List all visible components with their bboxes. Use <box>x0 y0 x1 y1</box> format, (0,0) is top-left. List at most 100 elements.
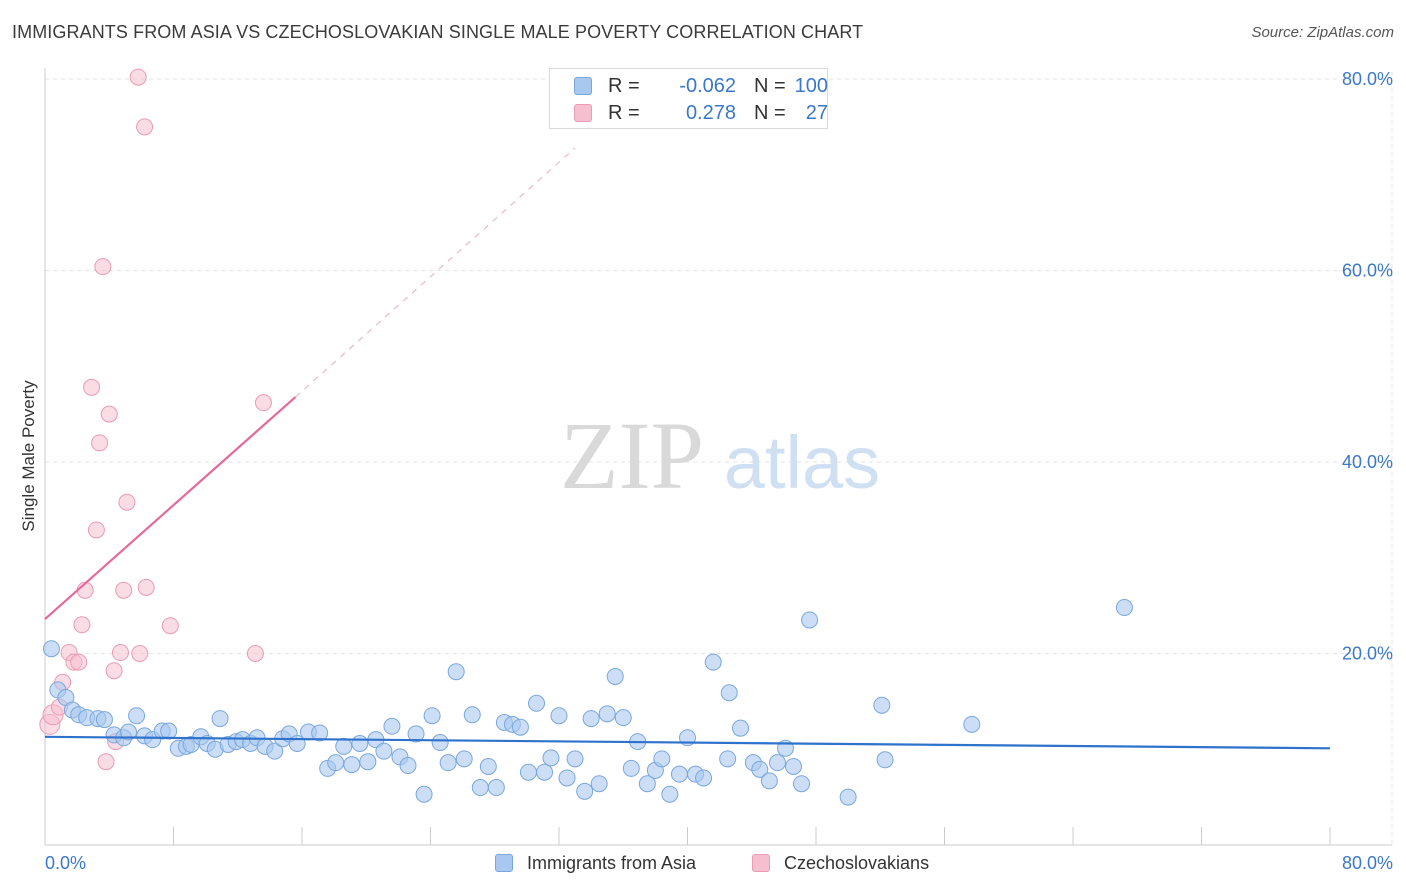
legend-n-label: N = <box>754 102 786 124</box>
immigrants-from-asia-point <box>670 765 688 783</box>
czechoslovakians-point <box>137 578 155 596</box>
immigrants-from-asia-point <box>760 772 778 790</box>
legend-r-label: R = <box>608 75 640 97</box>
immigrants-from-asia-point <box>479 757 497 775</box>
immigrants-from-asia-point <box>801 611 819 629</box>
y-tick-label: 80.0% <box>1342 69 1393 89</box>
immigrants-from-asia-point <box>415 785 433 803</box>
x-tick-label: 80.0% <box>1342 853 1393 873</box>
legend-r-label: R = <box>608 102 640 124</box>
immigrants-from-asia-point <box>638 775 656 793</box>
grid-layer <box>45 72 1393 845</box>
immigrants-from-asia-point <box>359 753 377 771</box>
correlation-legend: R = -0.062 N = 100 R = 0.278 N = 27 <box>549 68 828 129</box>
legend-n-value: 100 <box>794 75 828 97</box>
immigrants-from-asia-point <box>661 785 679 803</box>
czechoslovakians-trend-extension <box>295 147 576 398</box>
czechoslovakians-point <box>94 258 112 276</box>
immigrants-from-asia-point <box>423 707 441 725</box>
immigrants-from-asia-point <box>598 705 616 723</box>
immigrants-from-asia-point <box>695 769 713 787</box>
immigrants-from-asia-trend-line <box>44 735 1331 750</box>
czechoslovakians-point <box>115 581 133 599</box>
immigrants-from-asia-point <box>550 707 568 725</box>
immigrants-from-asia-point <box>383 717 401 735</box>
immigrants-from-asia-point <box>120 723 138 741</box>
immigrants-from-asia-point <box>614 709 632 727</box>
immigrants-from-asia-point <box>463 706 481 724</box>
immigrants-from-asia-point <box>536 763 554 781</box>
immigrants-from-asia-point <box>471 779 489 797</box>
immigrants-from-asia-point <box>785 757 803 775</box>
legend-n-label: N = <box>754 75 786 97</box>
czechoslovakians-point <box>254 394 272 412</box>
bottom-legend-label-czechoslovakians: Czechoslovakians <box>784 853 930 873</box>
immigrants-from-asia-point <box>343 756 361 774</box>
immigrants-from-asia-point <box>876 751 894 769</box>
czechoslovakians-point <box>118 493 136 511</box>
legend-swatch-czechoslovakians <box>574 104 592 122</box>
x-tick-label: 0.0% <box>45 853 86 873</box>
immigrants-from-asia-point <box>511 718 529 736</box>
watermark: ZIP atlas <box>560 402 880 509</box>
czechoslovakians-trend-line <box>44 396 297 620</box>
immigrants-from-asia-point <box>211 710 229 728</box>
immigrants-from-asia-point <box>407 725 425 743</box>
watermark-atlas: atlas <box>724 421 880 504</box>
immigrants-from-asia-point <box>704 653 722 671</box>
czechoslovakians-point <box>246 645 264 662</box>
immigrants-from-asia-points <box>42 599 1133 806</box>
immigrants-from-asia-point <box>455 750 473 768</box>
immigrants-from-asia-point <box>873 696 891 714</box>
axes-layer <box>44 68 1392 846</box>
immigrants-from-asia-point <box>582 710 600 728</box>
immigrants-from-asia-point <box>128 707 146 725</box>
czechoslovakians-point <box>161 617 179 635</box>
czechoslovakians-point <box>131 645 149 662</box>
immigrants-from-asia-point <box>566 750 584 768</box>
immigrants-from-asia-point <box>335 737 353 755</box>
y-tick-label: 20.0% <box>1342 644 1393 664</box>
immigrants-from-asia-point <box>768 754 786 772</box>
czechoslovakians-point <box>87 521 105 539</box>
bottom-legend-swatch-czechoslovakians <box>752 854 770 872</box>
watermark-zip: ZIP <box>560 402 704 509</box>
immigrants-from-asia-point <box>606 667 624 685</box>
source-credit: Source: ZipAtlas.com <box>1251 24 1394 41</box>
czechoslovakians-point <box>129 68 147 86</box>
immigrants-from-asia-point <box>487 779 505 797</box>
immigrants-from-asia-point <box>160 722 178 740</box>
czechoslovakians-point <box>70 653 88 671</box>
czechoslovakians-point <box>73 616 91 634</box>
bottom-legend-swatch-asia <box>495 854 513 872</box>
immigrants-from-asia-point <box>839 788 857 806</box>
immigrants-from-asia-point <box>1115 599 1133 617</box>
czechoslovakians-point <box>100 405 118 423</box>
czechoslovakians-point <box>97 753 115 771</box>
immigrants-from-asia-point <box>42 640 60 658</box>
y-axis-title: Single Male Poverty <box>19 380 38 532</box>
czechoslovakians-point <box>136 118 154 136</box>
immigrants-from-asia-point <box>519 763 537 781</box>
immigrants-from-asia-point <box>327 754 345 772</box>
y-tick-label: 40.0% <box>1342 452 1393 472</box>
immigrants-from-asia-point <box>576 782 594 800</box>
czechoslovakians-point <box>105 662 123 680</box>
immigrants-from-asia-point <box>351 735 369 753</box>
legend-swatch-asia <box>574 77 592 95</box>
legend-r-value: 0.278 <box>685 102 736 124</box>
immigrants-from-asia-point <box>542 749 560 767</box>
axis-labels: 20.0% 40.0% 60.0% 80.0% 0.0% 80.0% Single Male… <box>19 69 1393 873</box>
immigrants-from-asia-point <box>963 715 981 733</box>
immigrants-from-asia-point <box>622 759 640 777</box>
immigrants-from-asia-point <box>399 757 417 775</box>
immigrants-from-asia-point <box>590 775 608 793</box>
immigrants-from-asia-point <box>653 750 671 768</box>
immigrants-from-asia-point <box>311 724 329 742</box>
immigrants-from-asia-point <box>720 684 738 702</box>
czechoslovakians-point <box>91 434 109 452</box>
immigrants-from-asia-point <box>439 754 457 772</box>
trend-lines <box>44 147 1331 750</box>
immigrants-from-asia-point <box>719 750 737 768</box>
